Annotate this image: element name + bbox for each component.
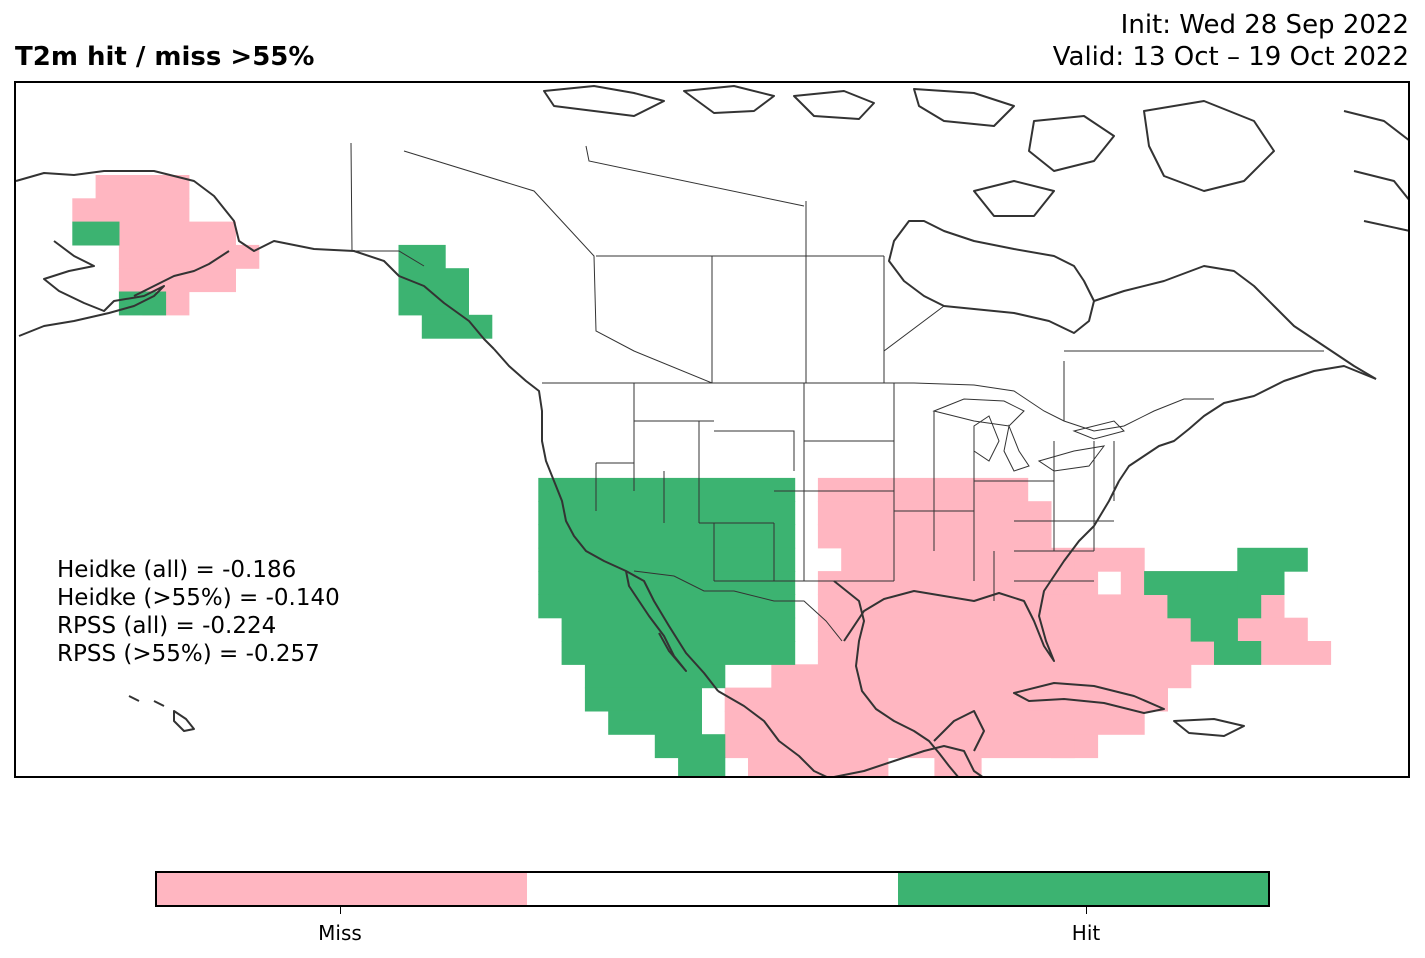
hit-cell xyxy=(584,687,702,712)
hit-cell xyxy=(584,664,726,689)
miss-cell xyxy=(95,221,236,246)
alaska-west-coast xyxy=(18,240,165,337)
hit-cell xyxy=(1237,571,1285,595)
miss-cell xyxy=(748,757,889,778)
miss-cell xyxy=(118,268,236,293)
miss-cell xyxy=(1050,734,1075,759)
miss-label: Miss xyxy=(318,921,362,945)
hit-cell xyxy=(538,547,796,572)
arctic-island-4 xyxy=(913,88,1015,127)
hit-cell xyxy=(538,571,796,595)
colorbar-neutral xyxy=(527,873,898,905)
colorbar xyxy=(155,871,1270,907)
arctic-island-2 xyxy=(683,85,775,114)
great-lakes xyxy=(932,398,1125,472)
canada-us-border xyxy=(542,382,1214,432)
hit-cell xyxy=(398,268,469,293)
east-coast xyxy=(1118,365,1377,482)
map-title: T2m hit / miss >55% xyxy=(15,42,315,72)
arctic-island-7 xyxy=(973,180,1055,217)
alaska-coast xyxy=(15,170,495,350)
heidke-55: Heidke (>55%) = -0.140 xyxy=(57,585,340,611)
hit-cell xyxy=(1144,571,1262,595)
hit-cell xyxy=(1214,641,1262,665)
heidke-all: Heidke (all) = -0.186 xyxy=(57,557,297,583)
miss-cell xyxy=(817,571,1099,595)
alaska-canada-border xyxy=(350,142,425,267)
mexico-gulf-coast xyxy=(717,690,830,778)
miss-cell xyxy=(1050,617,1308,642)
init-date: Init: Wed 28 Sep 2022 xyxy=(1120,10,1409,40)
hit-cell xyxy=(72,221,120,246)
miss-cell xyxy=(817,477,1029,502)
hawaii-islands xyxy=(128,695,195,732)
hit-cell xyxy=(1167,594,1262,619)
miss-cell xyxy=(817,641,982,665)
rpss-55: RPSS (>55%) = -0.257 xyxy=(57,641,320,667)
hit-cell xyxy=(678,757,726,778)
miss-cell xyxy=(118,244,260,269)
cuba xyxy=(1013,682,1165,714)
arctic-island-3 xyxy=(793,90,875,120)
map-panel xyxy=(14,81,1410,778)
hit-cell xyxy=(608,710,702,735)
hit-cell xyxy=(538,594,796,619)
miss-cell xyxy=(724,687,1168,712)
labrador-coast xyxy=(1093,265,1377,380)
yucatan xyxy=(933,710,985,752)
hit-cell xyxy=(538,477,796,502)
coastlines xyxy=(15,85,1410,778)
hit-tick xyxy=(1086,907,1087,914)
baja-peninsula xyxy=(625,570,687,672)
arctic-island-1 xyxy=(543,85,665,117)
west-coast xyxy=(493,348,719,692)
miss-cell xyxy=(72,198,190,223)
hit-cell xyxy=(538,524,796,549)
grid-cells xyxy=(72,175,1332,778)
score-stats: Heidke (all) = -0.186 Heidke (>55%) = -0… xyxy=(57,556,340,668)
political-borders xyxy=(350,142,1324,642)
hit-cell xyxy=(398,244,446,269)
map-frame xyxy=(14,81,1410,778)
miss-cell xyxy=(724,710,1145,735)
alaska-peninsula xyxy=(133,250,230,297)
miss-cell xyxy=(934,757,982,778)
mexico-border xyxy=(633,570,843,642)
hit-cell xyxy=(561,617,796,642)
colorbar-miss xyxy=(157,873,528,905)
hit-cell xyxy=(1190,617,1238,642)
miss-cell xyxy=(817,617,1099,642)
miss-cell xyxy=(1074,547,1145,572)
us-gulf-coast xyxy=(843,480,1120,662)
hit-label: Hit xyxy=(1071,921,1101,945)
valid-period: Valid: 13 Oct – 19 Oct 2022 xyxy=(1052,42,1409,72)
hit-cell xyxy=(421,314,493,339)
hit-cell xyxy=(118,291,167,316)
hit-cell xyxy=(654,734,726,759)
miss-cell xyxy=(841,547,1099,572)
miss-tick xyxy=(340,907,341,914)
miss-cell xyxy=(771,664,1192,689)
arctic-island-6 xyxy=(1143,100,1275,192)
central-america xyxy=(828,745,985,778)
rpss-all: RPSS (all) = -0.224 xyxy=(57,613,277,639)
colorbar-hit xyxy=(897,873,1268,905)
miss-cell xyxy=(817,524,1052,549)
miss-cell xyxy=(981,641,1332,665)
miss-cell xyxy=(1027,710,1052,735)
gulf-coast xyxy=(833,580,960,778)
hit-cell xyxy=(538,501,796,526)
miss-cell xyxy=(817,501,1052,526)
hispaniola xyxy=(1173,718,1245,737)
arctic-island-5 xyxy=(1028,115,1115,172)
us-state-lines xyxy=(595,383,1115,601)
hit-cell xyxy=(561,641,796,665)
hudson-bay xyxy=(888,220,1095,334)
miss-cell xyxy=(724,734,1099,759)
province-lines xyxy=(403,145,1324,421)
miss-cell xyxy=(95,175,190,199)
greenland-edge xyxy=(1343,110,1410,232)
hit-cell xyxy=(1237,547,1308,572)
